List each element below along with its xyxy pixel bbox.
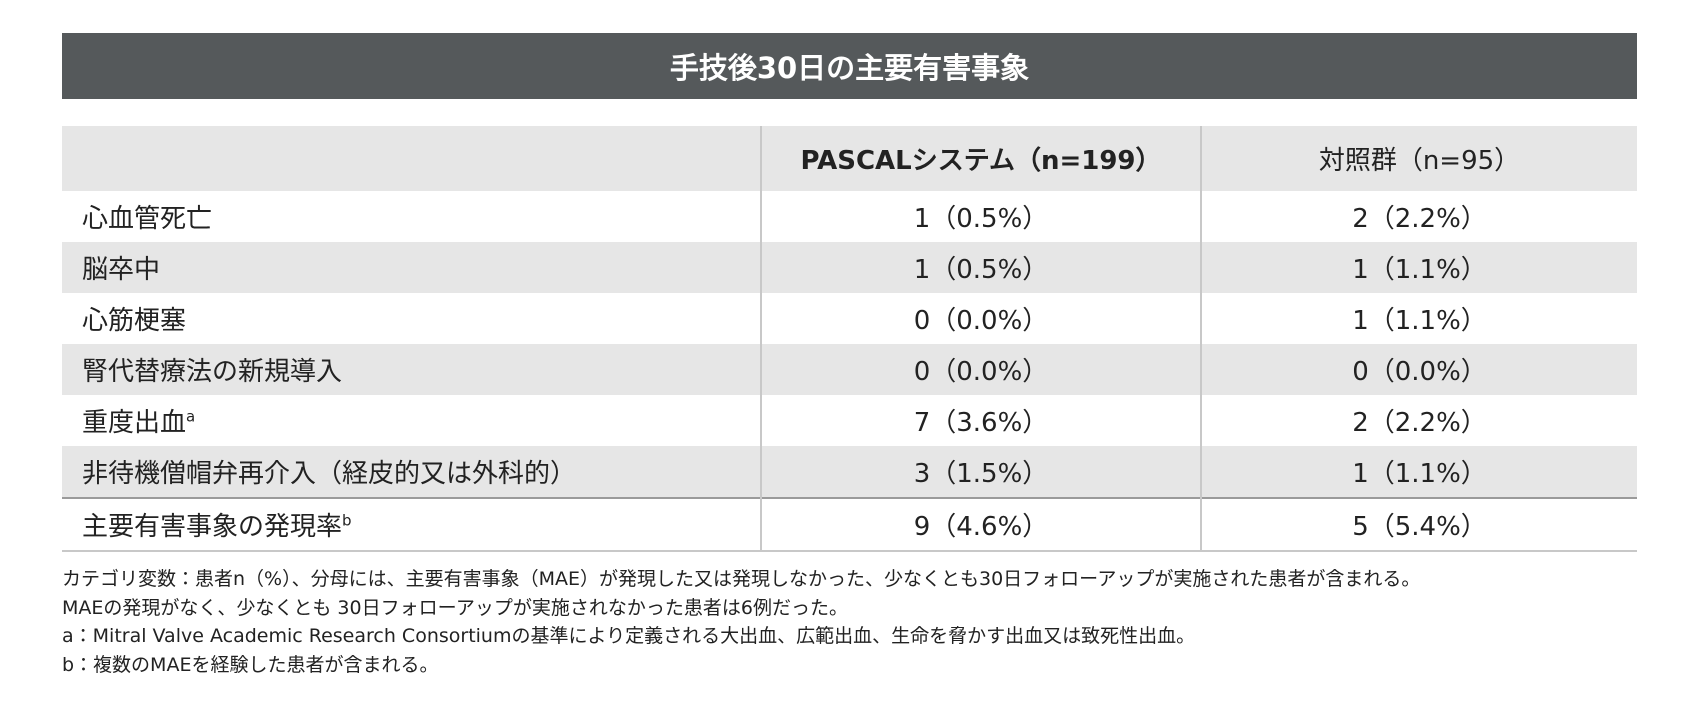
row-label: 腎代替療法の新規導入 <box>82 357 343 387</box>
table-row: 非待機僧帽弁再介入（経皮的又は外科的） 3（1.5%） 1（1.1%） <box>62 446 1637 498</box>
footnote: b：複数のMAEを経験した患者が含まれる。 <box>62 653 439 676</box>
column-header: 対照群（n=95） <box>1200 126 1637 191</box>
table-row: 脳卒中 1（0.5%） 1（1.1%） <box>62 242 1637 293</box>
value-cell: 1（1.1%） <box>1200 242 1637 293</box>
title-bar: 手技後30日の主要有害事象 <box>62 33 1637 99</box>
row-label-cell: 腎代替療法の新規導入 <box>62 344 761 395</box>
footnote: カテゴリ変数：患者n（%）、分母には、主要有害事象（MAE）が発現した又は発現し… <box>62 568 1421 590</box>
row-label: 非待機僧帽弁再介入（経皮的又は外科的） <box>82 459 577 489</box>
row-label-cell: 非待機僧帽弁再介入（経皮的又は外科的） <box>62 446 761 498</box>
value-cell: 1（0.5%） <box>760 191 1201 242</box>
header-empty <box>62 126 761 191</box>
title: 手技後30日の主要有害事象 <box>669 51 1030 85</box>
table-row: 主要有害事象の発現率b 9（4.6%） 5（5.4%） <box>62 497 1637 552</box>
footnote-marker: b <box>342 511 352 530</box>
value-cell: 7（3.6%） <box>760 395 1201 446</box>
row-label-cell: 心筋梗塞 <box>62 293 761 344</box>
value-cell: 2（2.2%） <box>1200 191 1637 242</box>
value-cell: 1（0.5%） <box>760 242 1201 293</box>
value-cell: 2（2.2%） <box>1200 395 1637 446</box>
table-row: 腎代替療法の新規導入 0（0.0%） 0（0.0%） <box>62 344 1637 395</box>
footnote-marker: a <box>186 407 196 426</box>
row-label: 心血管死亡 <box>82 204 213 234</box>
value-cell: 5（5.4%） <box>1200 497 1637 552</box>
value-cell: 9（4.6%） <box>760 497 1201 552</box>
footnote: MAEの発現がなく、少なくとも 30日フォローアップが実施されなかった患者は6例… <box>62 596 848 619</box>
table-row: 心筋梗塞 0（0.0%） 1（1.1%） <box>62 293 1637 344</box>
table-body: 心血管死亡 1（0.5%） 2（2.2%） 脳卒中 1（0.5%） 1（1.1%） 心筋梗塞… <box>62 191 1637 552</box>
value-cell: 1（1.1%） <box>1200 446 1637 498</box>
value-cell: 3（1.5%） <box>760 446 1201 498</box>
row-label: 脳卒中 <box>82 255 161 285</box>
row-label-cell: 主要有害事象の発現率b <box>62 497 761 552</box>
value-cell: 1（1.1%） <box>1200 293 1637 344</box>
footnotes: カテゴリ変数：患者n（%）、分母には、主要有害事象（MAE）が発現した又は発現し… <box>62 565 1420 679</box>
row-label: 心筋梗塞 <box>82 306 187 336</box>
column-header: PASCALシステム（n=199） <box>760 126 1201 191</box>
row-label-cell: 脳卒中 <box>62 242 761 293</box>
row-label: 主要有害事象の発現率 <box>82 512 343 542</box>
footnote: a：Mitral Valve Academic Research Consort… <box>62 625 1196 647</box>
row-label-cell: 重度出血a <box>62 395 761 446</box>
table-row: 重度出血a 7（3.6%） 2（2.2%） <box>62 395 1637 446</box>
value-cell: 0（0.0%） <box>760 293 1201 344</box>
value-cell: 0（0.0%） <box>1200 344 1637 395</box>
row-label: 重度出血 <box>82 408 187 438</box>
value-cell: 0（0.0%） <box>760 344 1201 395</box>
table: PASCALシステム（n=199） 対照群（n=95） 心血管死亡 1（0.5%）… <box>62 126 1637 552</box>
table-row: 心血管死亡 1（0.5%） 2（2.2%） <box>62 191 1637 242</box>
row-label-cell: 心血管死亡 <box>62 191 761 242</box>
header-row: PASCALシステム（n=199） 対照群（n=95） <box>62 126 1637 191</box>
